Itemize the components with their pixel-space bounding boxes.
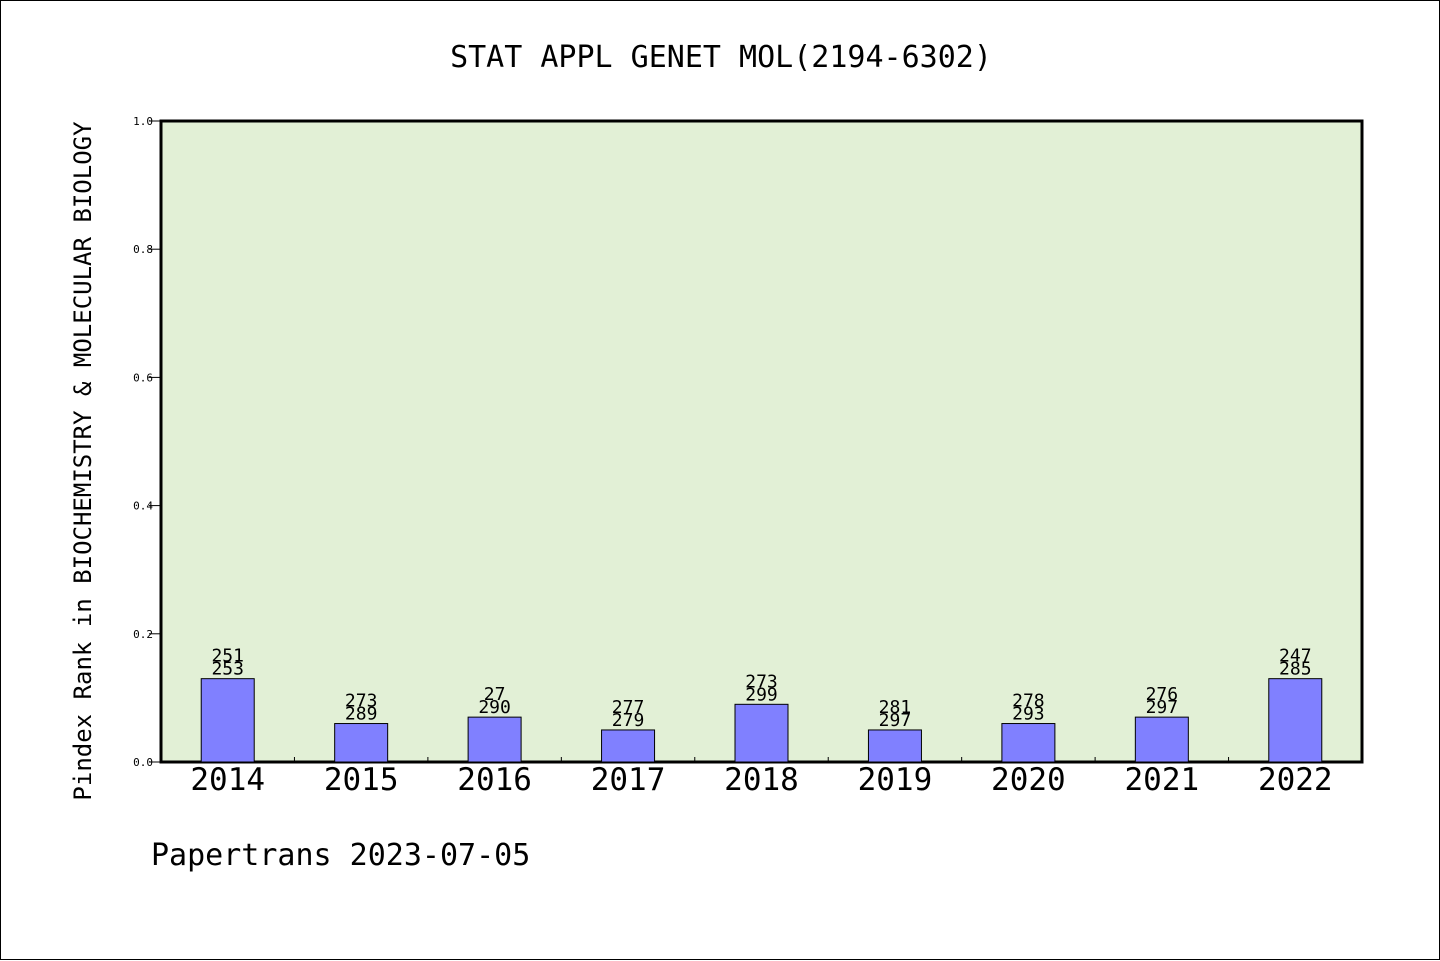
- bar-2020: [1001, 723, 1056, 763]
- bar-total-label: 285: [1279, 659, 1312, 680]
- x-tick-label: 2018: [724, 762, 799, 798]
- bar-total-label: 299: [745, 684, 778, 705]
- bar-2016: [467, 716, 522, 763]
- x-tick-label: 2020: [991, 762, 1066, 798]
- bar-rank-label: 273: [745, 671, 778, 692]
- footer-credit: Papertrans 2023-07-05: [151, 838, 530, 873]
- x-tick-label: 2019: [858, 762, 933, 798]
- bar-total-label: 253: [211, 659, 244, 680]
- x-tick-label: 2014: [190, 762, 265, 798]
- bar-rank-label: 277: [612, 697, 645, 718]
- bar-total-label: 297: [1146, 697, 1179, 718]
- y-tick-label: 1.0: [133, 115, 153, 128]
- bar-rank-label: 278: [1012, 691, 1045, 712]
- bar-total-label: 289: [345, 704, 378, 725]
- bar-total-label: 293: [1012, 704, 1045, 725]
- x-tick-label: 2017: [591, 762, 666, 798]
- chart-title: STAT APPL GENET MOL(2194-6302): [450, 40, 992, 75]
- bar-2019: [867, 729, 922, 763]
- bar-2017: [601, 729, 656, 763]
- bar-rank-label: 251: [211, 646, 244, 667]
- x-tick-label: 2016: [457, 762, 532, 798]
- y-tick-label: 0.2: [133, 628, 153, 641]
- bar-2014: [200, 678, 255, 763]
- bar-rank-label: 247: [1279, 646, 1312, 667]
- bar-total-label: 279: [612, 710, 645, 731]
- bar-rank-label: 276: [1146, 684, 1179, 705]
- bar-2018: [734, 703, 789, 763]
- x-tick-label: 2015: [324, 762, 399, 798]
- bar-2021: [1134, 716, 1189, 763]
- bar-rank-label: 281: [879, 697, 912, 718]
- bar-2015: [334, 723, 389, 763]
- bar-rank-label: 273: [345, 691, 378, 712]
- x-axis-ticks: 2014 2015 2016 2017 2018 2019 2020 2021 2022: [190, 757, 1333, 798]
- bar-total-label: 290: [478, 697, 511, 718]
- y-tick-label: 0.0: [133, 756, 153, 769]
- y-tick-label: 0.8: [133, 243, 153, 256]
- bar-total-label: 297: [879, 710, 912, 731]
- bar-2022: [1268, 678, 1323, 763]
- y-axis-ticks: 0.0 0.2 0.4 0.6 0.8 1.0: [133, 115, 161, 769]
- plot-area: [159, 119, 1364, 764]
- y-tick-label: 0.4: [133, 500, 153, 513]
- y-axis-label: Pindex Rank in BIOCHEMISTRY & MOLECULAR …: [69, 121, 97, 801]
- bars: [200, 678, 1323, 763]
- bar-rank-label: 27: [484, 684, 506, 705]
- y-tick-label: 0.6: [133, 371, 153, 384]
- x-tick-label: 2022: [1258, 762, 1333, 798]
- x-tick-label: 2021: [1125, 762, 1200, 798]
